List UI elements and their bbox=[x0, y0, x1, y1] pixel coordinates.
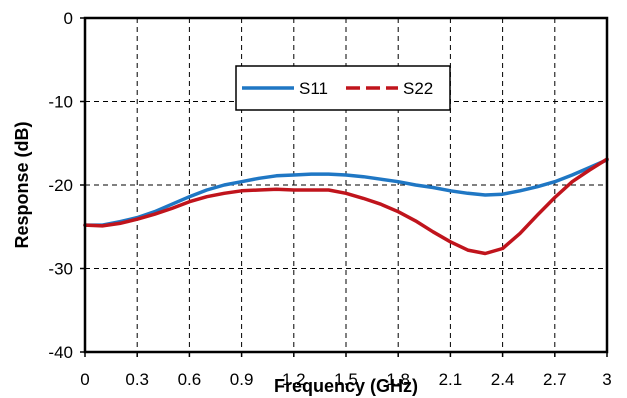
y-tick-labels: 0 -10 -20 -30 -40 bbox=[48, 9, 85, 362]
y-axis-title: Response (dB) bbox=[12, 121, 32, 248]
legend-label-s22: S22 bbox=[403, 79, 433, 98]
x-tick-labels: 0 0.3 0.6 0.9 1.2 1.5 1.8 2.1 2.4 2.7 3 bbox=[80, 352, 612, 389]
y-tick-label: 0 bbox=[64, 9, 73, 28]
x-tick-label: 3 bbox=[602, 370, 611, 389]
x-tick-label: 0 bbox=[80, 370, 89, 389]
x-tick-label: 1.2 bbox=[282, 370, 306, 389]
x-tick-label: 0.3 bbox=[125, 370, 149, 389]
x-tick-label: 0.9 bbox=[230, 370, 254, 389]
x-tick-label: 1.5 bbox=[334, 370, 358, 389]
x-tick-label: 2.1 bbox=[439, 370, 463, 389]
series-line-s11 bbox=[83, 158, 609, 227]
y-tick-label: -20 bbox=[48, 176, 73, 195]
x-tick-label: 2.7 bbox=[543, 370, 567, 389]
y-tick-label: -40 bbox=[48, 343, 73, 362]
x-tick-label: 1.8 bbox=[386, 370, 410, 389]
series-line-s22 bbox=[83, 157, 609, 256]
legend: S11 S22 bbox=[235, 65, 451, 111]
series-layer bbox=[83, 157, 609, 256]
y-tick-label: -10 bbox=[48, 93, 73, 112]
x-tick-label: 2.4 bbox=[491, 370, 515, 389]
x-axis-title: Frequency (GHz) bbox=[274, 376, 418, 396]
x-tick-label: 0.6 bbox=[178, 370, 202, 389]
y-tick-label: -30 bbox=[48, 260, 73, 279]
legend-label-s11: S11 bbox=[299, 79, 328, 98]
